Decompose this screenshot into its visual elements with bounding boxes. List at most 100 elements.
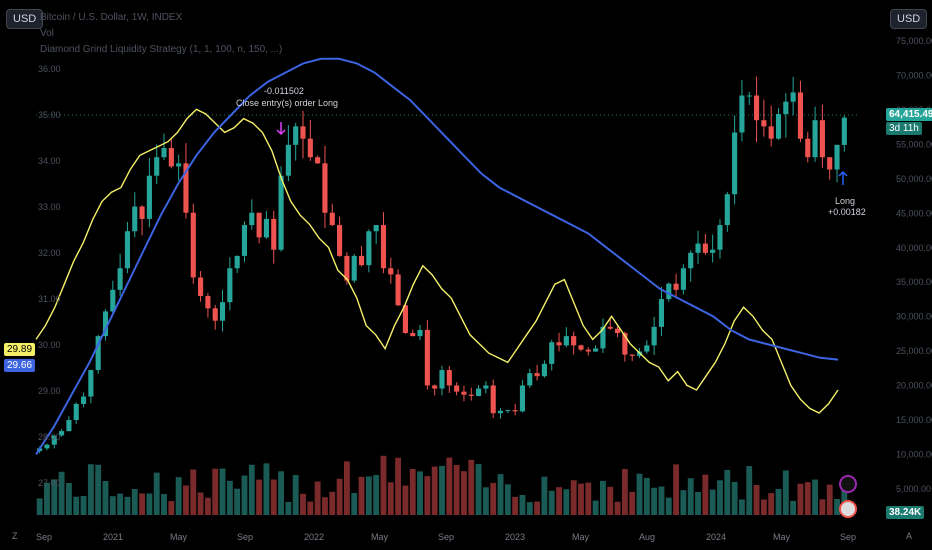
volume-bar (212, 468, 219, 515)
volume-bar (629, 491, 636, 515)
volume-bar (395, 457, 402, 515)
volume-bar (44, 482, 50, 515)
candle-body (790, 92, 796, 102)
candle-body (132, 206, 138, 232)
candle-body (805, 138, 811, 158)
candle-body (205, 296, 211, 309)
candle-body (322, 163, 328, 213)
volume-bar (739, 499, 745, 515)
volume-bar (482, 487, 489, 515)
volume-bar (804, 482, 811, 515)
time-axis-tick: May (572, 532, 590, 542)
yellow-value-label: 29.89 (4, 343, 36, 356)
volume-bar (168, 501, 175, 515)
price-axis-tick: 70,000.00 (896, 70, 932, 80)
volume-bar (512, 496, 519, 515)
long-arrow-icon (838, 170, 848, 185)
volume-bar (329, 491, 336, 515)
candle-body (695, 243, 701, 253)
candle-body (461, 391, 467, 395)
left-axis-tick: 36.00 (38, 64, 61, 74)
volume-bar (621, 468, 628, 515)
candle-body (373, 225, 379, 232)
candle-body (234, 255, 240, 269)
time-axis-tick: Sep (840, 532, 856, 542)
lightning-icon[interactable] (839, 475, 857, 493)
candle-body (688, 252, 694, 269)
candle-body (176, 163, 182, 167)
volume-bar (643, 477, 650, 515)
candle-body (629, 354, 635, 356)
candle-body (739, 95, 745, 133)
timezone-corner-label[interactable]: Z (12, 531, 18, 541)
volume-bar (775, 488, 782, 515)
candle-body (797, 92, 804, 139)
candle-body (505, 410, 511, 412)
candle-body (512, 410, 518, 412)
volume-bar (380, 455, 387, 515)
candle-body (527, 373, 533, 386)
volume-bar (797, 483, 804, 515)
candle-body (51, 435, 57, 445)
volume-bar (322, 497, 328, 515)
volume-bar (695, 491, 701, 515)
close-order-value: -0.011502 (264, 86, 304, 96)
left-axis-tick: 27.00 (38, 478, 61, 488)
auto-scale-corner-label[interactable]: A (906, 531, 913, 541)
candle-body (388, 268, 394, 275)
candle-body (753, 95, 760, 121)
candle-body (315, 157, 321, 164)
candle-body (307, 138, 313, 158)
symbol-title: Bitcoin / U.S. Dollar, 1W, INDEX (40, 12, 183, 23)
price-axis-tick: 75,000.00 (896, 36, 932, 46)
candle-body (300, 126, 306, 139)
candle-body (483, 385, 489, 389)
right-currency-button[interactable]: USD (890, 9, 928, 29)
candle-body (110, 289, 116, 312)
volume-bar (278, 471, 284, 515)
candle-body (198, 277, 204, 297)
price-axis-tick: 20,000.00 (896, 381, 932, 391)
flag-icon[interactable] (839, 500, 857, 518)
candle-body (622, 333, 628, 355)
volume-bar (80, 495, 87, 515)
countdown-tag: 3d 11h (886, 122, 922, 135)
volume-bar (636, 473, 643, 515)
candle-body (819, 120, 825, 158)
candle-body (761, 120, 767, 127)
volume-bar (58, 471, 65, 515)
volume-bar (73, 496, 80, 515)
volume-bar (51, 479, 58, 515)
candle-body (219, 302, 226, 321)
candle-body (827, 157, 833, 170)
volume-bar (263, 463, 270, 515)
left-axis-tick: 34.00 (38, 156, 61, 166)
volume-bar (439, 465, 445, 515)
candle-body (658, 299, 665, 327)
candle-body (717, 225, 723, 250)
candle-body (183, 163, 189, 213)
left-currency-button[interactable]: USD (6, 9, 44, 29)
long-order-value: +0.00182 (828, 207, 866, 217)
long-order-label: Long (835, 196, 855, 206)
volume-bar (146, 493, 153, 515)
volume-bar (358, 476, 365, 515)
candle-body (190, 212, 196, 278)
blue-ma-line (35, 57, 839, 455)
volume-bar (336, 478, 343, 515)
candle-body (73, 403, 79, 420)
candle-body (285, 144, 291, 176)
candle-body (139, 206, 145, 219)
candle-body (417, 329, 423, 337)
strategy-indicator-title: Diamond Grind Liquidity Strategy (1, 1, … (40, 44, 283, 55)
volume-bar (475, 464, 482, 515)
volume-bar (190, 469, 197, 515)
candle-body (578, 345, 584, 350)
candle-body (351, 255, 357, 281)
volume-bar (409, 468, 416, 515)
left-axis-tick: 28.00 (38, 432, 61, 442)
candle-body (161, 147, 167, 158)
candle-body (541, 363, 547, 377)
volume-bar (548, 490, 555, 515)
